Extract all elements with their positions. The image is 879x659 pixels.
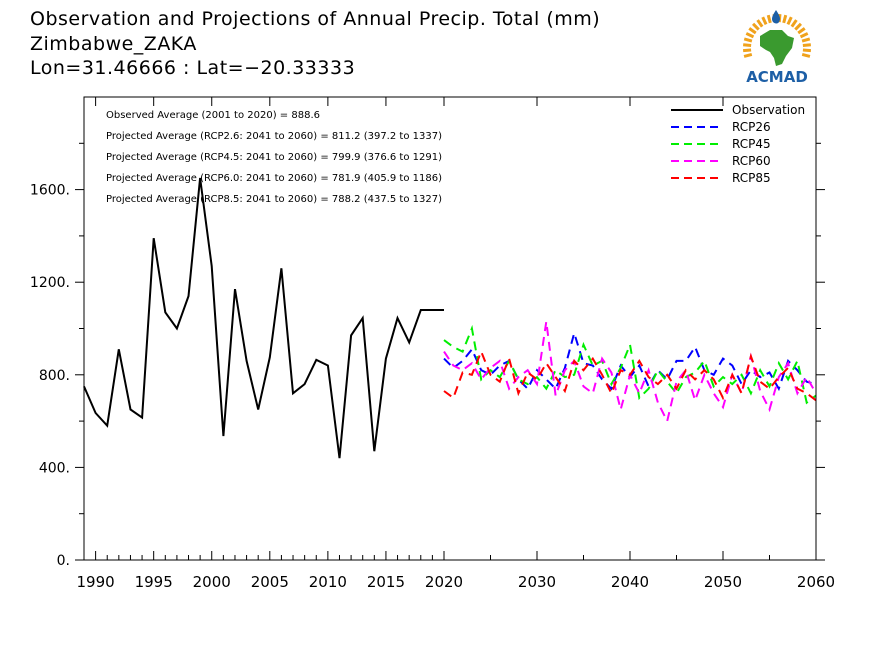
logo-ray xyxy=(802,48,812,53)
logo-ray xyxy=(752,22,760,31)
x-tick-label: 2060 xyxy=(797,573,835,591)
series-line-observation xyxy=(83,177,444,459)
logo-ray xyxy=(790,19,798,28)
logo-ray xyxy=(743,37,753,43)
y-tick-label: 1200. xyxy=(30,275,70,291)
water-drop-icon xyxy=(772,10,780,24)
logo-ray xyxy=(786,16,793,26)
logo-ray xyxy=(766,14,772,24)
series-line-rcp45 xyxy=(443,324,817,405)
annotation-text: Projected Average (RCP4.5: 2041 to 2060)… xyxy=(106,152,442,163)
y-tick-label: 800. xyxy=(39,368,70,384)
plot-frame xyxy=(83,96,817,561)
annotation-text: Observed Average (2001 to 2020) = 888.6 xyxy=(106,110,320,121)
logo-ray xyxy=(797,27,806,35)
chart-title: Observation and Projections of Annual Pr… xyxy=(30,8,601,30)
y-tick-label: 400. xyxy=(39,460,70,476)
y-tick-label: 1600. xyxy=(30,183,70,199)
logo-ray xyxy=(801,53,811,58)
x-tick-label: 2015 xyxy=(367,573,405,591)
legend-label: Observation xyxy=(732,103,805,117)
series-line-rcp85 xyxy=(443,348,817,402)
x-tick-label: 2040 xyxy=(611,573,649,591)
annotation-text: Projected Average (RCP2.6: 2041 to 2060)… xyxy=(106,131,442,142)
x-tick-label: 2030 xyxy=(518,573,556,591)
x-tick-label: 2005 xyxy=(251,573,289,591)
logo-ray xyxy=(742,48,752,53)
x-tick-label: 1995 xyxy=(135,573,173,591)
station-name: Zimbabwe_ZAKA xyxy=(30,33,197,55)
logo-ray xyxy=(794,22,802,31)
logo-text: ACMAD xyxy=(746,68,808,86)
annotation-text: Projected Average (RCP8.5: 2041 to 2060)… xyxy=(106,194,442,205)
logo-ray xyxy=(799,32,809,39)
x-tick-label: 2000 xyxy=(193,573,231,591)
logo-ray xyxy=(782,14,788,24)
africa-map-icon: ACMAD xyxy=(742,10,812,86)
legend-label: RCP85 xyxy=(732,171,771,185)
logo-ray xyxy=(743,53,753,58)
x-tick-label: 2010 xyxy=(309,573,347,591)
coordinates: Lon=31.46666 : Lat=−20.33333 xyxy=(30,57,356,79)
x-tick-label: 2050 xyxy=(704,573,742,591)
legend-label: RCP60 xyxy=(732,154,771,168)
logo-ray xyxy=(761,16,768,26)
logo-ray xyxy=(743,43,752,48)
logo-ray xyxy=(756,19,764,28)
africa-shape xyxy=(760,30,794,66)
x-tick-label: 2020 xyxy=(425,573,463,591)
y-tick-label: 0. xyxy=(57,553,70,569)
logo-ray xyxy=(748,27,757,35)
legend-label: RCP45 xyxy=(732,137,771,151)
annotation-text: Projected Average (RCP6.0: 2041 to 2060)… xyxy=(106,173,442,184)
acmad-logo: ACMAD xyxy=(736,6,818,90)
logo-ray xyxy=(802,43,811,48)
logo-ray xyxy=(745,32,755,39)
x-tick-label: 1990 xyxy=(77,573,115,591)
legend-label: RCP26 xyxy=(732,120,771,134)
logo-ray xyxy=(801,37,811,43)
